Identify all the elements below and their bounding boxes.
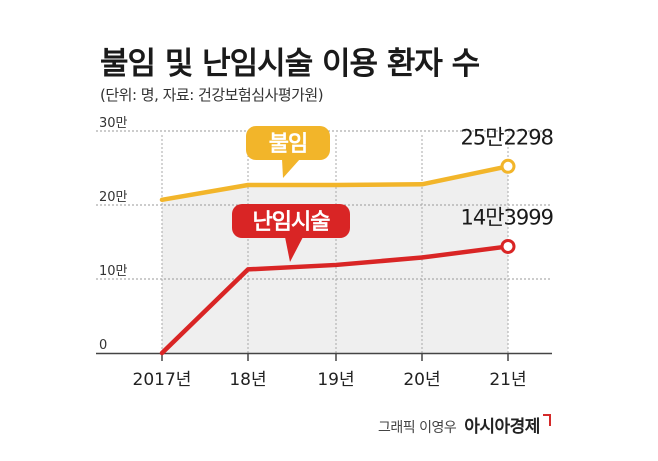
x-tick-label: 21년 xyxy=(489,370,526,390)
legend-label: 불임 xyxy=(269,132,307,157)
legend-callout-pointer xyxy=(285,237,303,262)
data-label: 14만3999 xyxy=(461,205,554,229)
x-tick-label: 2017년 xyxy=(133,370,192,390)
chart-subtitle: (단위: 명, 자료: 건강보험심사평가원) xyxy=(100,86,324,104)
graphic-credit: 그래픽 이영우 xyxy=(378,420,457,436)
credit-line: 그래픽 이영우 아시아경제 xyxy=(378,412,551,437)
brand-logo: 아시아경제 xyxy=(464,417,540,437)
x-tick-label: 18년 xyxy=(229,370,266,390)
y-tick-label: 10만 xyxy=(99,264,128,279)
chart-title: 불임 및 난임시술 이용 환자 수 xyxy=(100,46,480,82)
series-end-marker xyxy=(500,238,516,254)
x-tick-label: 19년 xyxy=(317,370,354,390)
y-tick-label: 0 xyxy=(99,338,107,353)
legend-label: 난임시술 xyxy=(253,210,331,235)
plot-shading xyxy=(162,166,508,353)
y-tick-label: 30만 xyxy=(99,116,128,131)
series-end-marker xyxy=(500,158,516,174)
series-line-2 xyxy=(159,244,511,356)
brand-mark-icon xyxy=(542,414,551,426)
x-tick-label: 20년 xyxy=(403,370,440,390)
series-line-1 xyxy=(159,164,511,203)
legend-callout-pointer xyxy=(282,159,300,178)
data-label: 25만2298 xyxy=(461,125,554,149)
legend-callout-bubble xyxy=(232,204,350,238)
y-tick-label: 20만 xyxy=(99,190,128,205)
legend-callout-bubble xyxy=(246,126,330,160)
